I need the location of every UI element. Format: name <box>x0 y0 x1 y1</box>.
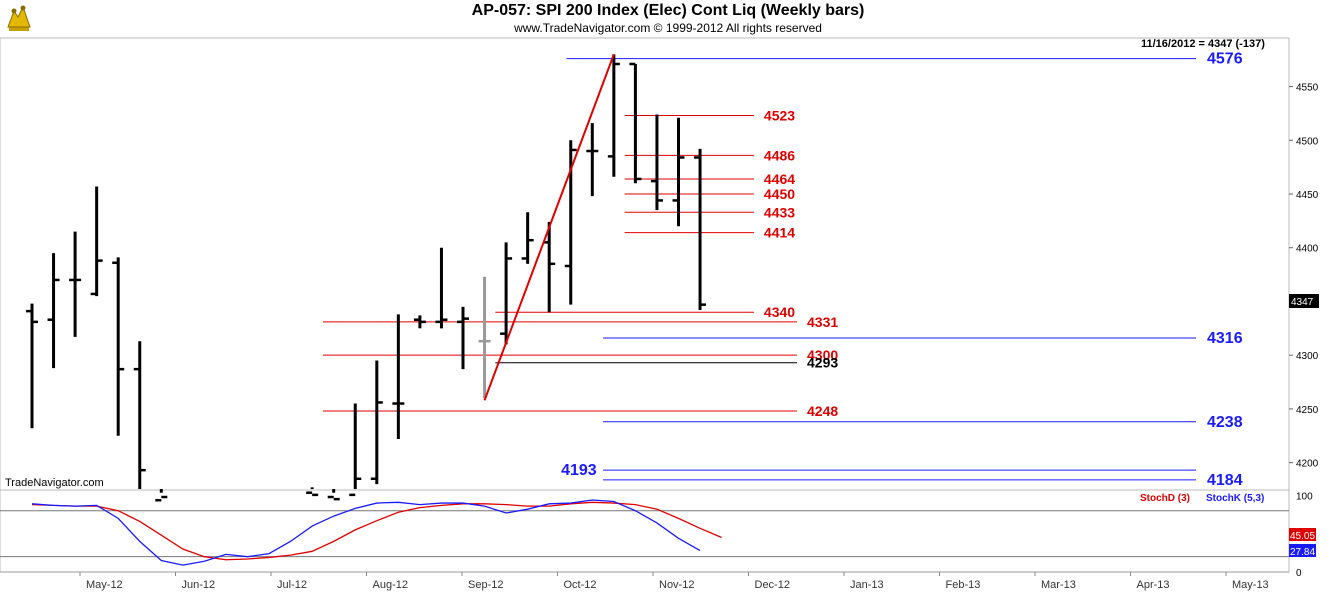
level-label-4238: 4238 <box>1207 414 1243 431</box>
date-tick-label: Sep-12 <box>468 579 503 591</box>
stoch-tick-label: 0 <box>1296 568 1302 579</box>
price-tick-label: 4400 <box>1296 244 1319 255</box>
ohlc-bar <box>26 303 38 429</box>
stochd-line <box>31 501 722 561</box>
date-tick-label: Aug-12 <box>373 579 408 591</box>
ohlc-bar <box>435 247 448 329</box>
ohlc-bar <box>327 489 340 501</box>
ohlc-bar <box>69 231 82 337</box>
chart-subtitle: www.TradeNavigator.com © 1999-2012 All r… <box>514 21 822 35</box>
ohlc-bar <box>413 315 426 329</box>
price-tick-label: 4450 <box>1296 190 1319 201</box>
trend-line <box>483 53 615 401</box>
ohlc-bars <box>26 54 707 502</box>
level-label-4486: 4486 <box>764 147 795 163</box>
trend-line-segment <box>483 53 615 401</box>
ohlc-bar <box>543 221 556 313</box>
date-tick-label: May-12 <box>86 579 123 591</box>
level-label-4316: 4316 <box>1207 330 1243 347</box>
level-label-4184: 4184 <box>1207 472 1243 489</box>
ohlc-bar <box>392 314 405 439</box>
price-tick-label: 4200 <box>1296 459 1319 470</box>
ohlc-bar <box>564 140 577 305</box>
ohlc-bar <box>47 253 60 369</box>
level-label-4414: 4414 <box>764 225 795 241</box>
last-value-readout: 11/16/2012 = 4347 (-137) <box>1141 38 1265 50</box>
ohlc-bar <box>478 276 491 399</box>
date-tick-label: Apr-13 <box>1137 579 1170 591</box>
chart-header: AP-057: SPI 200 Index (Elec) Cont Liq (W… <box>0 0 1336 38</box>
date-tick-label: Mar-13 <box>1041 579 1076 591</box>
ohlc-bar <box>607 54 620 177</box>
stochk-line <box>31 499 701 566</box>
date-tick-label: Nov-12 <box>659 579 694 591</box>
level-label-4576: 4576 <box>1207 51 1243 68</box>
date-tick-label: Dec-12 <box>755 579 790 591</box>
bull-bear-logo-icon <box>5 3 33 33</box>
watermark: TradeNavigator.com <box>5 477 104 489</box>
date-tick-label: Jul-12 <box>277 579 307 591</box>
level-label-4340: 4340 <box>764 304 795 320</box>
level-label-4331: 4331 <box>807 314 838 330</box>
level-label-4523: 4523 <box>764 108 795 124</box>
ohlc-bar <box>370 360 383 485</box>
level-label-4464: 4464 <box>764 171 795 187</box>
ohlc-bar <box>521 212 534 264</box>
last-price-tag <box>1289 294 1319 308</box>
price-tick-label: 4300 <box>1296 351 1319 362</box>
price-axis: 42004250430043504400445045004550 <box>1289 83 1319 470</box>
date-tick-label: Oct-12 <box>564 579 597 591</box>
stochd-last-tag <box>1289 528 1316 541</box>
chart-title: AP-057: SPI 200 Index (Elec) Cont Liq (W… <box>471 2 865 19</box>
level-label-4293: 4293 <box>807 355 838 371</box>
price-tick-label: 4250 <box>1296 405 1319 416</box>
price-tick-label: 4500 <box>1296 136 1319 147</box>
date-tick-label: Jan-13 <box>850 579 884 591</box>
last-price-label: 4347 <box>1291 297 1314 308</box>
stochastic-axis: 050100 <box>0 491 1313 579</box>
date-tick-label: May-13 <box>1232 579 1269 591</box>
level-label-4450: 4450 <box>764 186 795 202</box>
date-tick-label: Jun-12 <box>182 579 216 591</box>
legend-stochd: StochD (3) <box>1140 493 1190 504</box>
ohlc-bar <box>306 487 319 497</box>
stochk-last-label: 27.84 <box>1290 547 1315 558</box>
date-tick-label: Feb-13 <box>946 579 981 591</box>
stochastic-lines <box>31 499 722 566</box>
ohlc-bar <box>500 242 513 345</box>
ohlc-bar <box>672 117 685 227</box>
ohlc-bar <box>650 114 663 211</box>
ohlc-bar <box>133 341 146 489</box>
level-label-4300: 4300 <box>807 347 838 363</box>
stochastic-pane <box>0 489 1290 573</box>
ohlc-bar <box>694 148 707 311</box>
level-label-4248: 4248 <box>807 403 838 419</box>
ohlc-bar <box>349 403 362 497</box>
level-label-4193: 4193 <box>561 462 597 479</box>
ohlc-bar <box>586 123 599 197</box>
stoch-tick-label: 100 <box>1296 491 1313 502</box>
level-label-4433: 4433 <box>764 204 795 220</box>
date-axis: May-12 Jun-12 Jul-12 Aug-12 Sep-12 Oct-12 Nov-… <box>79 572 1269 591</box>
stochk-last-tag <box>1289 544 1316 557</box>
ohlc-bar <box>112 257 125 436</box>
legend-stochk: StochK (5,3) <box>1206 493 1264 504</box>
ohlc-bar <box>90 186 103 297</box>
stochd-last-label: 45.05 <box>1290 531 1315 542</box>
ohlc-bar <box>457 306 469 370</box>
ohlc-bar <box>629 62 642 184</box>
ohlc-bar <box>155 489 168 502</box>
price-tick-label: 4550 <box>1296 83 1319 94</box>
